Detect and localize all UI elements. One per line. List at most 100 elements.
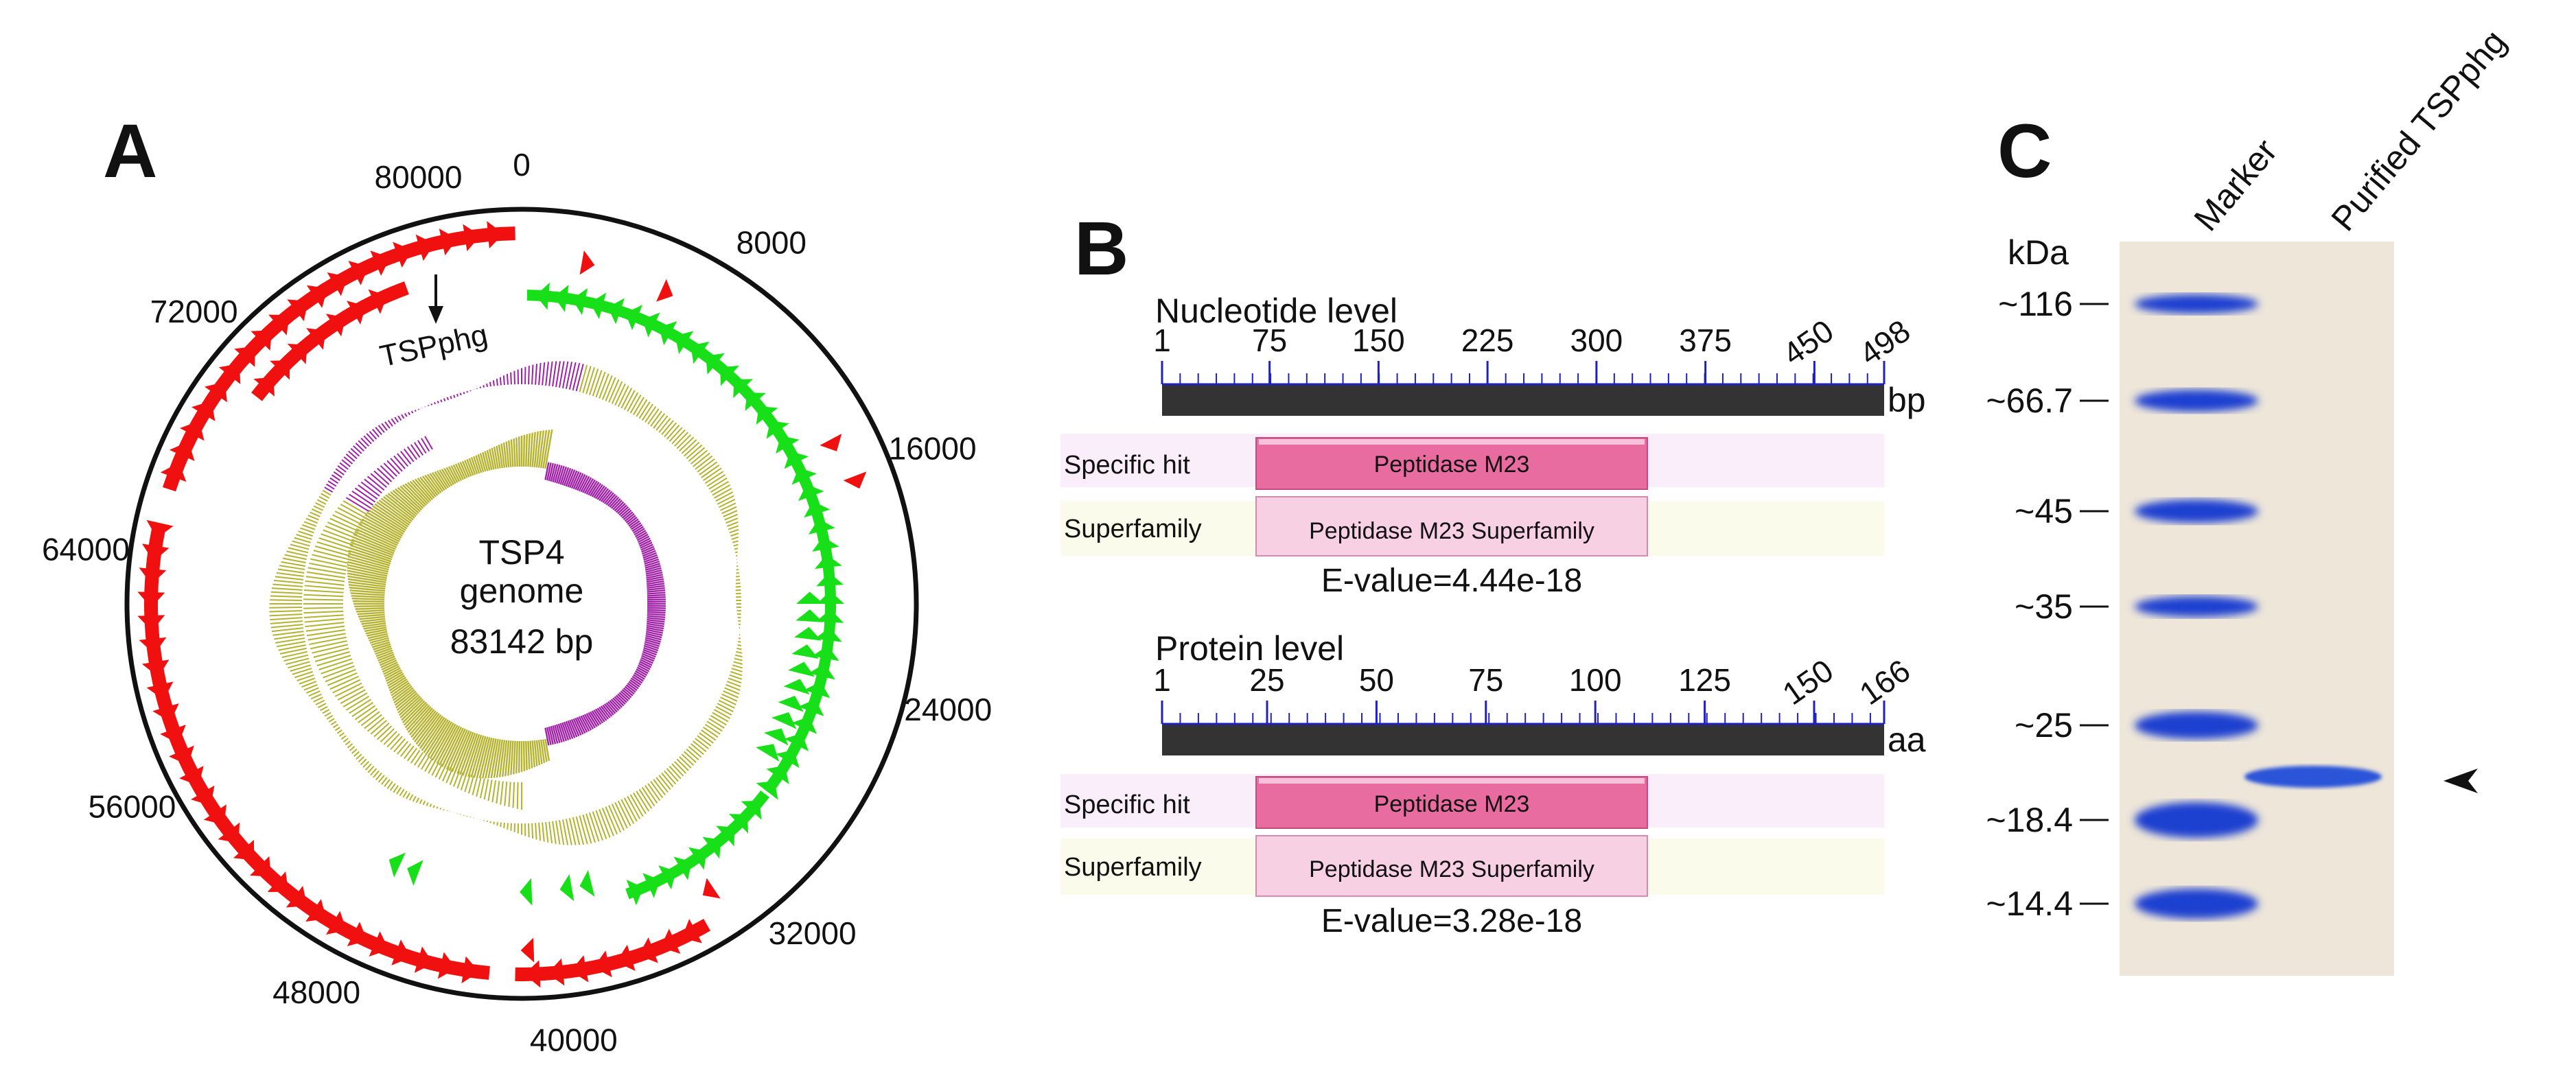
- gc-skew-bar: [599, 706, 610, 720]
- gc-content-bar: [542, 822, 545, 842]
- gene-arrow: [817, 591, 844, 604]
- gc-content-bar: [710, 715, 727, 726]
- gene-arrow: [716, 825, 735, 847]
- gc-content-bar: [733, 661, 743, 665]
- gene-arrow: [798, 699, 824, 716]
- gc-skew-bar: [316, 541, 351, 553]
- gc-skew-bar: [436, 470, 449, 489]
- gc-content-bar: [686, 748, 699, 761]
- gc-content-bar: [406, 792, 410, 799]
- gc-content-bar: [708, 718, 725, 729]
- gc-content-bar: [275, 637, 305, 644]
- gc-skew-bar: [585, 713, 596, 729]
- gene-arrow: [776, 435, 800, 454]
- gc-skew-bar: [450, 465, 461, 482]
- gc-content-bar: [463, 392, 465, 395]
- gc-skew-bar: [397, 453, 409, 467]
- marker-band: [2135, 596, 2258, 617]
- gc-skew-bar: [537, 430, 545, 468]
- gc-skew-bar: [646, 626, 664, 632]
- gc-skew-bar: [364, 513, 403, 537]
- gc-content-bar: [432, 805, 435, 808]
- gc-skew-bar: [370, 720, 387, 735]
- gc-content-bar: [270, 624, 303, 629]
- gc-skew-bar: [424, 758, 433, 772]
- gc-content-bar: [608, 805, 622, 833]
- gc-skew-bar: [417, 478, 435, 499]
- gc-skew-bar: [607, 495, 618, 507]
- tspphg-label: TSPphg: [377, 318, 491, 373]
- gc-content-bar: [360, 758, 367, 766]
- gene-arrow: [306, 328, 326, 350]
- gc-skew-bar: [385, 671, 403, 682]
- gc-content-bar: [419, 799, 423, 804]
- gc-skew-bar: [308, 633, 346, 641]
- gene-arrow: [253, 377, 275, 397]
- gc-content-bar: [704, 723, 721, 735]
- gc-content-bar: [666, 424, 680, 440]
- gc-skew-bar: [621, 509, 632, 519]
- gc-skew-bar: [360, 521, 400, 543]
- gc-skew-bar: [410, 749, 421, 764]
- gc-skew-bar: [354, 487, 376, 503]
- gc-content-bar: [353, 445, 362, 454]
- gene-arrow: [766, 420, 789, 439]
- gc-skew-bar: [491, 780, 497, 803]
- gc-content-bar: [728, 677, 742, 684]
- gc-content-bar: [443, 398, 446, 401]
- gc-content-bar: [284, 554, 307, 561]
- gc-content-bar: [658, 775, 671, 790]
- gc-content-bar: [617, 385, 629, 408]
- gc-skew-bar: [380, 465, 395, 480]
- nuc-domain-name: Peptidase M23: [1374, 452, 1530, 478]
- gene-arrow: [808, 664, 835, 680]
- panel-c-label: C: [1997, 109, 2052, 194]
- gc-skew-bar: [578, 475, 588, 492]
- gc-skew-bar: [473, 736, 487, 778]
- gc-content-bar: [737, 644, 742, 647]
- gc-skew-bar: [546, 727, 552, 745]
- gc-skew-bar: [451, 730, 470, 773]
- gc-content-bar: [611, 804, 625, 831]
- gc-skew-bar: [347, 572, 387, 581]
- gc-content-bar: [614, 383, 626, 406]
- gc-content-bar: [688, 746, 702, 758]
- gene-arrow: [141, 543, 170, 561]
- gc-skew-bar: [475, 455, 483, 473]
- marker-lane-bands: [2135, 294, 2258, 919]
- gene-arrow: [169, 441, 195, 461]
- gc-skew-bar: [373, 645, 392, 653]
- gc-content-bar: [303, 683, 318, 691]
- gc-content-bar: [715, 491, 734, 502]
- gc-content-bar: [278, 644, 306, 651]
- gc-skew-bar: [612, 697, 623, 708]
- gc-content-bar: [308, 690, 321, 697]
- gc-skew-bar: [439, 469, 451, 488]
- gc-skew-bar: [360, 711, 380, 727]
- gc-skew-bar: [582, 714, 592, 731]
- gc-content-bar: [623, 797, 638, 822]
- gc-skew-bar: [596, 486, 607, 500]
- gc-skew-bar: [452, 771, 461, 787]
- gc-skew-bar: [357, 526, 398, 546]
- gene-arrow: [267, 871, 289, 893]
- marker-band: [2135, 294, 2258, 314]
- gene-arrow: [234, 346, 255, 367]
- gc-skew-bar: [347, 558, 389, 571]
- gc-content-bar: [294, 670, 313, 679]
- gene-arrow: [590, 292, 607, 320]
- gc-skew-bar: [348, 583, 386, 590]
- gc-content-bar: [298, 530, 313, 537]
- gc-skew-bar: [361, 518, 401, 541]
- gc-skew-bar: [417, 440, 427, 454]
- gc-skew-bar: [419, 476, 437, 497]
- gc-skew-bar: [387, 675, 406, 687]
- nucleotide-title: Nucleotide level: [1155, 292, 1397, 330]
- protein-ruler: 1 25 50 75 100 125 150 166: [1153, 653, 1916, 755]
- gc-skew-bar: [372, 505, 408, 530]
- gc-skew-bar: [647, 587, 665, 591]
- gc-content-bar: [334, 727, 340, 731]
- gc-skew-bar: [641, 655, 655, 662]
- gc-skew-bar: [387, 493, 417, 517]
- gc-skew-bar: [645, 639, 660, 645]
